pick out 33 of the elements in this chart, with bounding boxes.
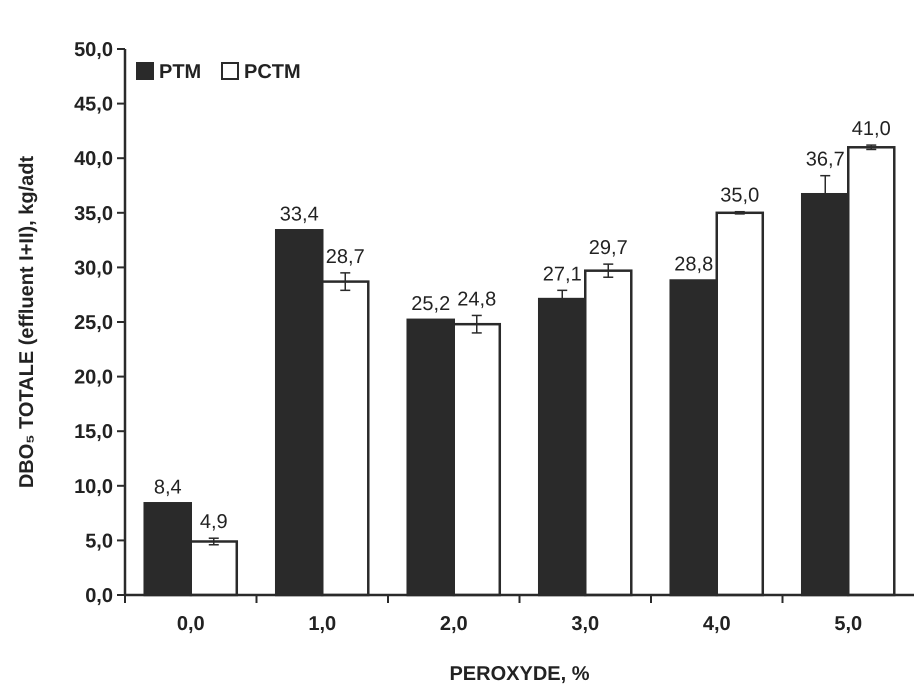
y-tick-label: 20,0 — [74, 366, 113, 389]
data-label: 24,8 — [457, 288, 496, 310]
y-tick-label: 10,0 — [74, 476, 113, 498]
data-label: 25,2 — [411, 292, 450, 315]
y-tick-label: 45,0 — [74, 94, 113, 116]
data-label: 27,1 — [542, 263, 582, 286]
data-label: 28,7 — [326, 246, 365, 268]
x-tick-label: 2,0 — [440, 613, 468, 635]
y-tick-label: 0,0 — [85, 585, 113, 607]
y-tick-label: 35,0 — [74, 202, 113, 225]
data-label: 36,7 — [806, 148, 845, 171]
legend-label: PTM — [159, 61, 202, 83]
data-label: 29,7 — [588, 237, 628, 260]
x-tick-label: 5,0 — [834, 613, 862, 635]
x-tick-label: 4,0 — [702, 613, 731, 635]
x-tick-label: 1,0 — [308, 613, 336, 635]
data-label: 33,4 — [280, 203, 319, 226]
data-label: 28,8 — [674, 254, 714, 276]
data-label: 41,0 — [852, 118, 891, 140]
y-tick-label: 50,0 — [74, 39, 113, 61]
y-tick-label: 40,0 — [74, 148, 113, 170]
legend-label: PCTM — [244, 61, 301, 83]
x-axis-title: PEROXYDE, % — [449, 663, 590, 685]
y-tick-label: 25,0 — [74, 312, 113, 334]
y-axis-title: DBO₅ TOTALE (effluent I+II), kg/adt — [16, 156, 38, 488]
y-tick-label: 15,0 — [74, 421, 113, 444]
data-label: 4,9 — [200, 511, 228, 534]
x-tick-label: 0,0 — [176, 613, 205, 635]
data-label: 35,0 — [720, 184, 760, 207]
y-tick-label: 30,0 — [74, 257, 113, 280]
x-tick-label: 3,0 — [571, 613, 600, 635]
y-tick-label: 5,0 — [85, 530, 113, 552]
data-label: 8,4 — [154, 476, 182, 498]
